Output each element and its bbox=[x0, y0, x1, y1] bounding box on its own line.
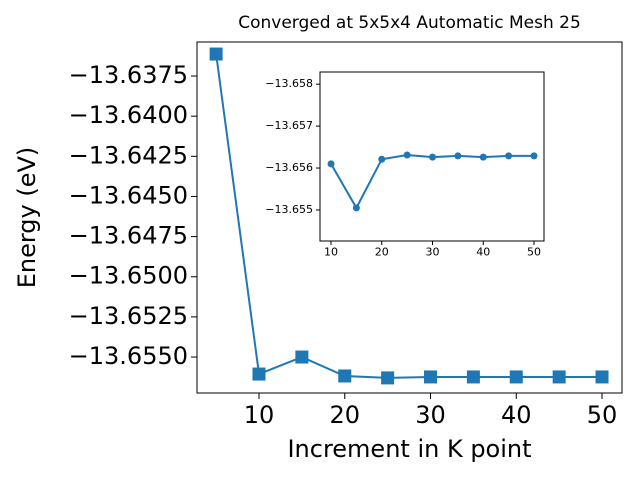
inset-x-tick-label: 30 bbox=[426, 246, 440, 259]
inset-marker bbox=[429, 153, 437, 161]
inset-marker bbox=[378, 155, 386, 163]
main-x-tick-label: 40 bbox=[501, 401, 532, 429]
main-marker bbox=[338, 369, 352, 383]
inset-y-tick-label: −13.656 bbox=[265, 161, 313, 174]
inset-x-tick-label: 50 bbox=[527, 246, 541, 259]
main-y-tick-label: −13.6425 bbox=[69, 141, 188, 169]
main-x-axis-label: Increment in K point bbox=[287, 435, 531, 463]
main-x-tick-label: 10 bbox=[244, 401, 275, 429]
inset-x-tick-label: 10 bbox=[324, 246, 338, 259]
inset-y-tick-label: −13.658 bbox=[265, 77, 313, 90]
main-y-tick-label: −13.6475 bbox=[69, 222, 188, 250]
inset-marker bbox=[505, 152, 513, 160]
main-y-tick-label: −13.6525 bbox=[69, 302, 188, 330]
main-marker bbox=[424, 370, 438, 384]
main-marker bbox=[552, 370, 566, 384]
main-x-tick-label: 20 bbox=[329, 401, 360, 429]
inset-marker bbox=[454, 152, 462, 160]
inset-x-tick-label: 40 bbox=[476, 246, 490, 259]
main-marker bbox=[252, 367, 266, 381]
main-y-tick-label: −13.6550 bbox=[69, 342, 188, 370]
inset-marker bbox=[352, 204, 360, 212]
main-y-tick-label: −13.6400 bbox=[69, 101, 188, 129]
main-y-tick-label: −13.6375 bbox=[69, 61, 188, 89]
main-marker bbox=[595, 370, 609, 384]
inset-marker bbox=[403, 151, 411, 159]
main-y-tick-label: −13.6500 bbox=[69, 262, 188, 290]
main-y-axis-label: Energy (eV) bbox=[13, 147, 41, 289]
inset-x-tick-label: 20 bbox=[375, 246, 389, 259]
main-marker bbox=[466, 370, 480, 384]
inset-y-tick-label: −13.655 bbox=[265, 203, 313, 216]
main-line bbox=[215, 53, 603, 379]
main-marker bbox=[381, 371, 395, 385]
main-y-tick-label: −13.6450 bbox=[69, 181, 188, 209]
main-marker bbox=[209, 47, 223, 61]
main-title: Converged at 5x5x4 Automatic Mesh 25 bbox=[238, 13, 581, 33]
main-marker bbox=[295, 350, 309, 364]
inset-marker bbox=[530, 152, 538, 160]
inset-y-tick-label: −13.657 bbox=[265, 119, 313, 132]
main-x-tick-label: 50 bbox=[587, 401, 618, 429]
inset-marker bbox=[479, 153, 487, 161]
main-x-tick-label: 30 bbox=[415, 401, 446, 429]
inset-marker bbox=[327, 160, 335, 168]
main-marker bbox=[509, 370, 523, 384]
